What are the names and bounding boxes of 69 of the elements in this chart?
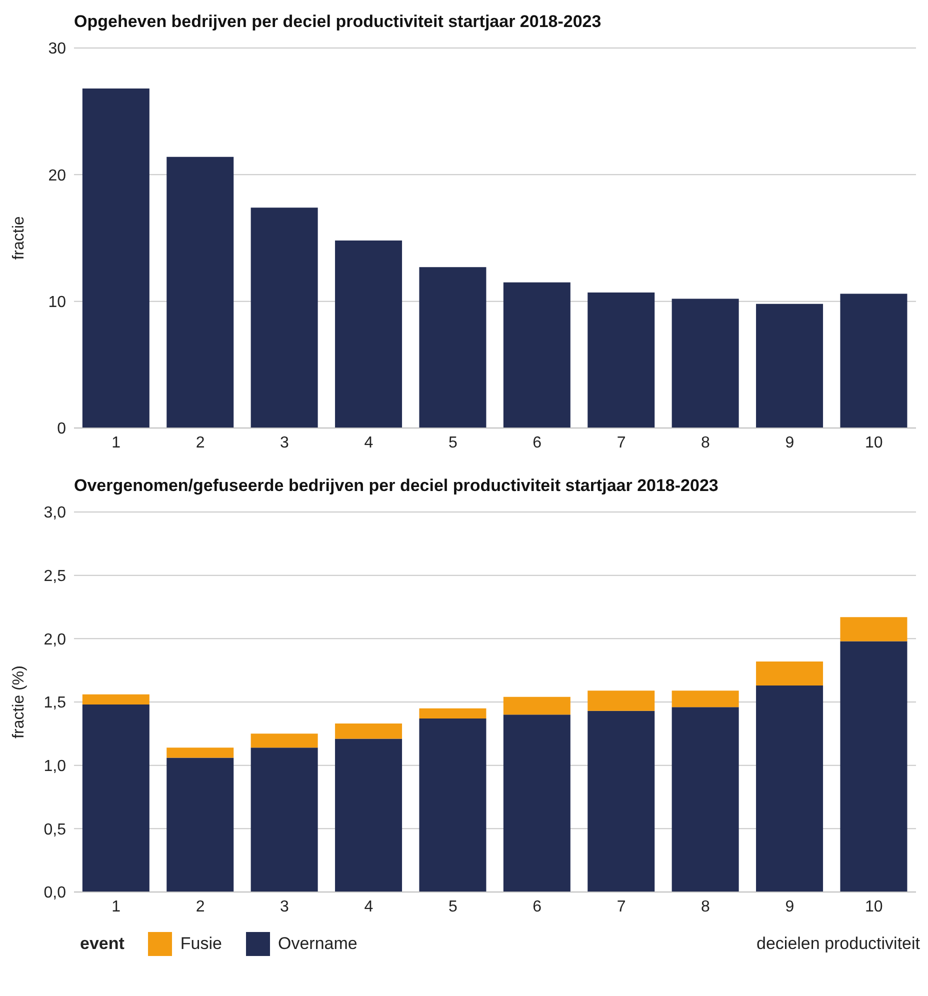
- bar: [672, 707, 739, 892]
- y-tick-label: 10: [48, 294, 66, 312]
- bar: [335, 240, 402, 428]
- x-tick-label: 5: [448, 898, 458, 916]
- y-tick-label: 1,5: [44, 694, 66, 712]
- bar: [672, 298, 739, 428]
- bar: [335, 738, 402, 892]
- x-tick-label: 10: [865, 434, 883, 452]
- legend-label: Fusie: [180, 934, 222, 954]
- x-tick-label: 6: [532, 434, 542, 452]
- bar: [250, 748, 318, 892]
- bar: [250, 208, 318, 428]
- bar: [250, 734, 318, 748]
- x-tick-label: 9: [785, 898, 794, 916]
- legend-title: event: [80, 934, 124, 954]
- x-tick-label: 8: [701, 434, 710, 452]
- bar: [82, 694, 150, 705]
- x-tick-label: 3: [280, 434, 290, 452]
- x-tick-label: 1: [112, 434, 121, 452]
- x-tick-label: 2: [196, 434, 205, 452]
- bar: [335, 724, 402, 739]
- x-axis-title: decielen productiviteit: [756, 934, 920, 954]
- bar: [82, 88, 150, 428]
- bar: [503, 282, 570, 428]
- x-tick-label: 5: [448, 434, 458, 452]
- bar: [419, 267, 486, 428]
- bar: [588, 690, 655, 711]
- bar: [503, 696, 570, 715]
- y-tick-label: 20: [48, 167, 66, 184]
- y-tick-label: 0,0: [44, 884, 66, 902]
- bar: [588, 710, 655, 892]
- x-tick-label: 4: [364, 434, 374, 452]
- y-axis-title: fractie (%): [10, 666, 28, 738]
- bar: [166, 156, 234, 428]
- x-tick-label: 2: [196, 898, 205, 916]
- bar: [588, 292, 655, 428]
- x-tick-label: 3: [280, 898, 290, 916]
- y-tick-label: 1,0: [44, 758, 66, 776]
- bar: [503, 714, 570, 892]
- y-tick-label: 3,0: [44, 504, 66, 522]
- y-axis-title: fractie: [10, 216, 28, 260]
- x-tick-label: 10: [865, 898, 883, 916]
- y-tick-label: 0,5: [44, 821, 66, 838]
- x-tick-label: 7: [616, 434, 626, 452]
- y-tick-label: 30: [48, 40, 66, 58]
- bar: [840, 641, 908, 892]
- bar: [756, 304, 824, 428]
- x-tick-label: 9: [785, 434, 794, 452]
- y-tick-label: 2,0: [44, 631, 66, 648]
- chart-title: Opgeheven bedrijven per deciel productiviteit startjaar 2018-2023: [73, 11, 602, 33]
- x-tick-label: 8: [701, 898, 710, 916]
- x-tick-label: 1: [112, 898, 121, 916]
- legend-label: Overname: [278, 934, 358, 954]
- bar: [166, 758, 234, 892]
- bar: [840, 294, 908, 428]
- x-tick-label: 7: [616, 898, 626, 916]
- bar: [840, 617, 908, 642]
- x-tick-label: 4: [364, 898, 374, 916]
- y-tick-label: 2,5: [44, 568, 66, 586]
- y-tick-label: 0: [57, 420, 66, 438]
- bar: [82, 704, 150, 892]
- bar: [419, 718, 486, 892]
- bar: [166, 748, 234, 758]
- x-tick-label: 6: [532, 898, 542, 916]
- bar: [419, 708, 486, 718]
- bar: [672, 690, 739, 708]
- chart-title: Overgenomen/gefuseerde bedrijven per deciel productiviteit startjaar 2018-2023: [73, 475, 720, 497]
- bar: [756, 661, 824, 686]
- bar: [756, 686, 824, 892]
